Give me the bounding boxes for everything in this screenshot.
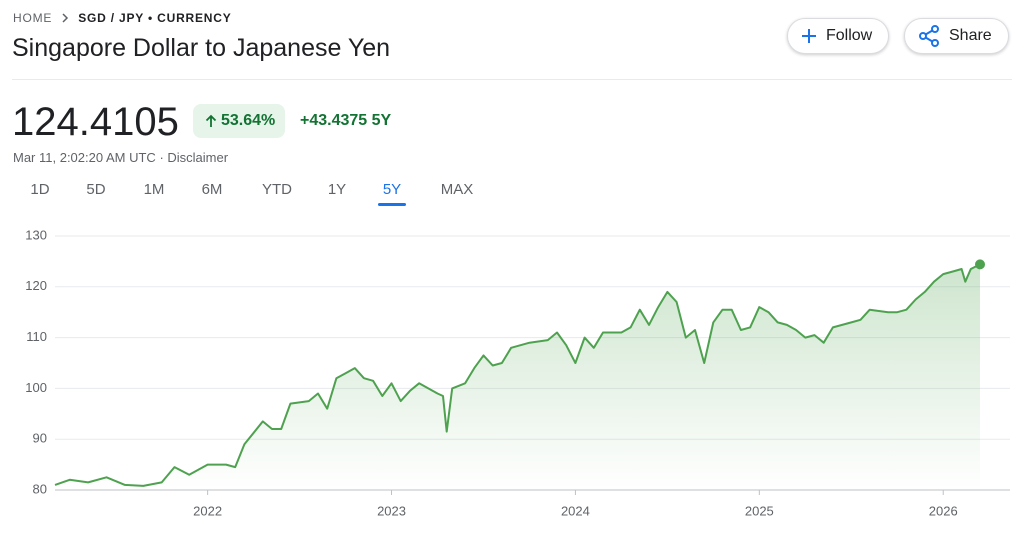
up-arrow-icon — [205, 114, 217, 127]
range-tab[interactable]: YTD — [262, 181, 292, 198]
price-line — [54, 263, 981, 487]
range-tab[interactable]: 1M — [143, 181, 165, 198]
range-tab[interactable]: 6M — [201, 181, 223, 198]
share-button[interactable]: Share — [904, 18, 1009, 54]
chevron-icon — [62, 13, 69, 23]
change: +43.4375 5Y — [300, 112, 392, 129]
x-tick-label: 2024 — [561, 503, 590, 518]
share-label: Share — [949, 27, 992, 44]
y-tick-label: 110 — [26, 329, 47, 344]
timestamp-line: Mar 11, 2:02:20 AM UTC · Disclaimer — [13, 150, 229, 165]
change-percent-pill: 53.64% — [193, 104, 286, 138]
plus-icon — [802, 29, 816, 43]
range-tab[interactable]: 5D — [86, 181, 106, 198]
range-tab[interactable]: 1D — [30, 181, 50, 198]
range-tab[interactable]: 5Y — [372, 181, 412, 198]
range-tab[interactable]: 1Y — [327, 181, 347, 198]
timestamp: Mar 11, 2:02:20 AM UTC — [13, 150, 156, 165]
breadcrumb-home[interactable]: HOME — [13, 11, 53, 25]
price: 124.4105 — [12, 100, 179, 144]
follow-button[interactable]: Follow — [787, 18, 890, 54]
follow-label: Follow — [826, 27, 873, 44]
end-dot — [975, 259, 985, 270]
range-tab[interactable]: MAX — [440, 181, 474, 198]
change-percent: 53.64% — [221, 112, 276, 129]
y-tick-label: 80 — [33, 481, 47, 496]
breadcrumb: HOME SGD / JPY • CURRENCY — [13, 11, 232, 25]
breadcrumb-current: SGD / JPY • CURRENCY — [78, 11, 232, 25]
y-tick-label: 130 — [25, 227, 47, 242]
chart: 80 90 100 110 120 130 2022 2023 2024 2025 2026 — [25, 227, 1010, 518]
y-tick-label: 100 — [25, 380, 47, 395]
disclaimer-link[interactable]: Disclaimer — [167, 150, 229, 165]
x-tick-label: 2023 — [377, 503, 406, 518]
y-tick-label: 90 — [33, 431, 47, 446]
share-icon — [919, 25, 939, 47]
divider — [12, 79, 1012, 80]
y-tick-label: 120 — [25, 278, 47, 293]
page-title: Singapore Dollar to Japanese Yen — [12, 34, 391, 62]
x-tick-label: 2026 — [929, 503, 958, 518]
area — [55, 264, 980, 490]
x-tick-label: 2022 — [193, 503, 222, 518]
x-tick-label: 2025 — [745, 503, 774, 518]
